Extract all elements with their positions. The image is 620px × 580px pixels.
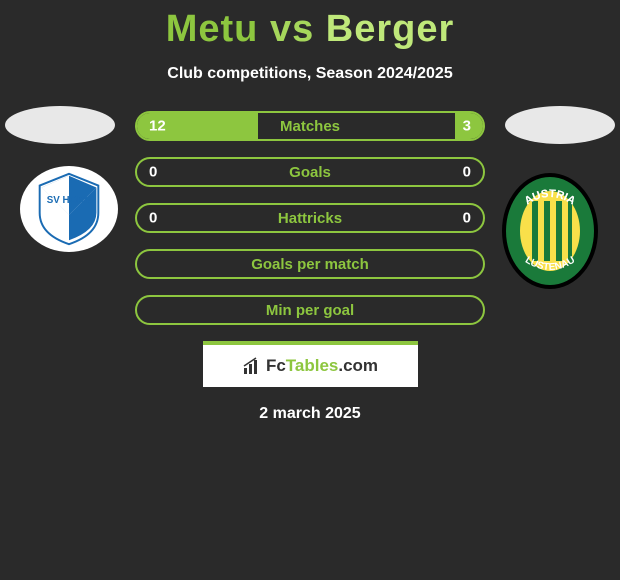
stat-label: Min per goal bbox=[266, 302, 354, 319]
content-area: SV HORN AUSTRIA AUSTRIA LUSTENAU bbox=[0, 111, 620, 423]
stat-row-hattricks: 0 Hattricks 0 bbox=[135, 203, 485, 233]
stats-container: 12 Matches 3 0 Goals 0 0 Hattricks 0 Goa… bbox=[135, 111, 485, 325]
stat-label: Matches bbox=[280, 118, 340, 135]
player1-placeholder bbox=[5, 106, 115, 144]
stat-label: Goals bbox=[289, 164, 331, 181]
subtitle: Club competitions, Season 2024/2025 bbox=[0, 65, 620, 83]
stat-right-value: 0 bbox=[463, 210, 471, 227]
stat-left-value: 0 bbox=[149, 164, 157, 181]
stat-left-value: 12 bbox=[149, 118, 166, 135]
brand-com: .com bbox=[338, 356, 378, 375]
stat-row-matches: 12 Matches 3 bbox=[135, 111, 485, 141]
brand-box[interactable]: FcTables.com bbox=[203, 341, 418, 387]
stat-row-goals-per-match: Goals per match bbox=[135, 249, 485, 279]
brand-tables: Tables bbox=[286, 356, 339, 375]
stat-row-min-per-goal: Min per goal bbox=[135, 295, 485, 325]
stat-label: Hattricks bbox=[278, 210, 342, 227]
date-text: 2 march 2025 bbox=[0, 405, 620, 423]
brand-fc: Fc bbox=[266, 356, 286, 375]
player2-placeholder bbox=[505, 106, 615, 144]
chart-icon bbox=[242, 356, 262, 376]
club-badge-left: SV HORN bbox=[20, 166, 118, 252]
stat-row-goals: 0 Goals 0 bbox=[135, 157, 485, 187]
player1-name: Metu bbox=[166, 8, 259, 50]
vs-text: vs bbox=[270, 8, 314, 50]
club-badge-right: AUSTRIA AUSTRIA LUSTENAU bbox=[500, 171, 600, 291]
player2-name: Berger bbox=[326, 8, 455, 50]
brand-text: FcTables.com bbox=[266, 356, 378, 376]
stat-label: Goals per match bbox=[251, 256, 369, 273]
svg-text:SV HORN: SV HORN bbox=[47, 195, 92, 206]
page-title: Metu vs Berger bbox=[0, 0, 620, 51]
stat-right-value: 0 bbox=[463, 164, 471, 181]
stat-right-value: 3 bbox=[463, 118, 471, 135]
stat-left-value: 0 bbox=[149, 210, 157, 227]
